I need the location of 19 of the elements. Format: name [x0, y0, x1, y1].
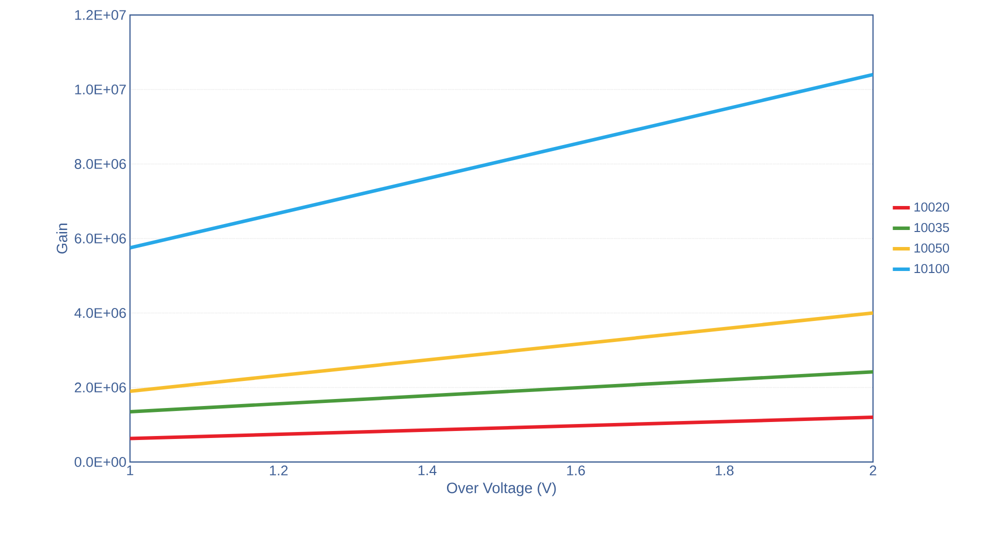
y-tick-label: 8.0E+06 [74, 159, 126, 169]
x-axis-title: Over Voltage (V) [446, 482, 556, 496]
x-tick-label: 2 [870, 466, 876, 476]
legend-label: 10100 [914, 264, 950, 274]
legend-label: 10050 [914, 243, 950, 253]
y-tick-label: 1.2E+07 [75, 10, 126, 20]
x-tick-label: 1.2 [270, 466, 288, 476]
y-axis-title: Gain [56, 224, 68, 254]
x-tick-label: 1.8 [716, 466, 734, 476]
x-tick-label: 1.6 [567, 466, 585, 476]
legend-label: 10020 [914, 202, 950, 212]
y-tick-label: 4.0E+06 [74, 308, 126, 318]
legend-label: 10035 [914, 222, 950, 232]
x-tick-label: 1 [127, 466, 134, 476]
x-tick-label: 1.4 [418, 466, 436, 476]
y-tick-label: 6.0E+06 [74, 234, 126, 244]
y-tick-label: 2.0E+06 [74, 382, 126, 392]
y-tick-label: 0.0E+00 [74, 457, 126, 467]
y-tick-label: 1.0E+07 [75, 84, 126, 94]
